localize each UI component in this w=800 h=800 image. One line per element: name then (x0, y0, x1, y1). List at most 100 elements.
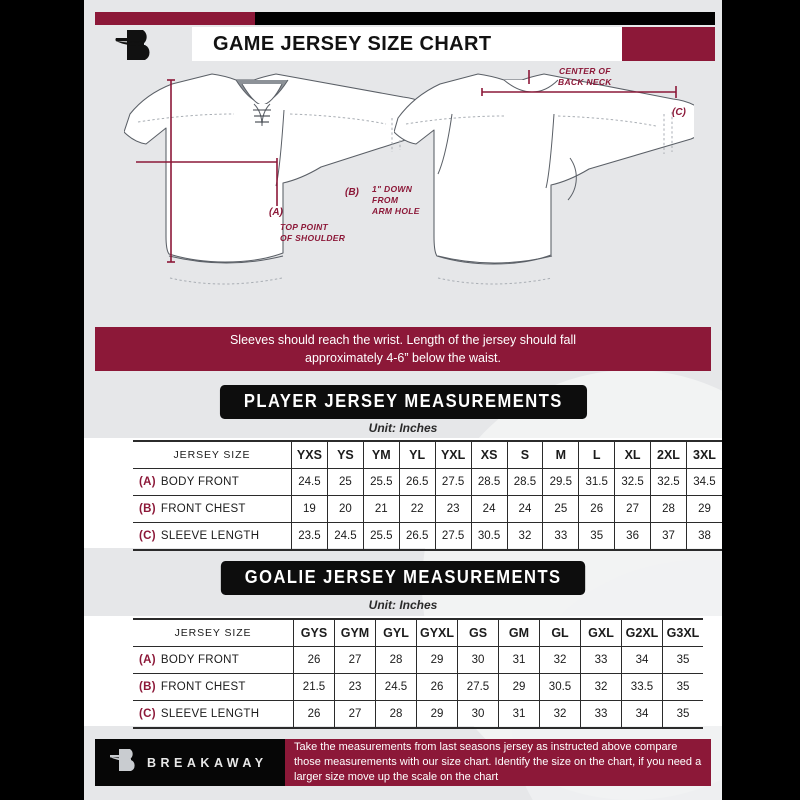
table-cell: 28 (650, 495, 687, 523)
table-cell: 24.5 (375, 673, 417, 701)
table-cell: 30.5 (539, 673, 581, 701)
table-cell: 25 (326, 468, 364, 496)
table-cell: 35 (662, 700, 703, 728)
goalie-size-header-gyl: GYL (375, 619, 417, 647)
table-cell: 23 (334, 673, 376, 701)
table-cell: 37 (650, 522, 687, 550)
row-tag: (A) (139, 476, 156, 488)
goalie-measurements-table: JERSEY SIZE GYS GYM GYL GYXL GS GM GL GXL G2XL G3X… (133, 618, 703, 729)
table-cell: 34.5 (685, 468, 722, 496)
table-cell: 26 (293, 646, 335, 674)
row-tag: (C) (139, 708, 156, 720)
table-cell: 31.5 (578, 468, 616, 496)
note-arm-hole: 1" DOWN FROM ARM HOLE (372, 184, 420, 216)
footer-brand-block: BREAKAWAY (95, 739, 285, 786)
player-row-label-front-chest: (B) FRONT CHEST (133, 495, 292, 523)
table-cell: 35 (662, 673, 703, 701)
player-size-header-3xl: 3XL (685, 441, 722, 469)
header-accent-bars (95, 12, 715, 25)
table-cell: 33 (580, 646, 622, 674)
table-cell: 31 (498, 700, 540, 728)
table-cell: 26 (293, 700, 335, 728)
table-cell: 19 (290, 495, 328, 523)
table-cell: 27 (334, 646, 376, 674)
goalie-size-header-g2xl: G2XL (621, 619, 663, 647)
table-cell: 28 (375, 646, 417, 674)
table-row: (B) FRONT CHEST 19 20 21 22 23 24 24 25 26 27 28 29 (133, 495, 722, 523)
goalie-table-body: (A) BODY FRONT 26 27 28 29 30 31 32 33 34 35 (B) FRON… (133, 646, 703, 728)
header-row: GAME JERSEY SIZE CHART (95, 27, 715, 61)
table-cell: 25.5 (362, 468, 400, 496)
table-cell: 31 (498, 646, 540, 674)
goalie-size-header-gl: GL (539, 619, 581, 647)
goalie-table-header-row: JERSEY SIZE GYS GYM GYL GYXL GS GM GL GXL G2XL G3X… (133, 619, 703, 647)
table-cell: 35 (662, 646, 703, 674)
table-cell: 29 (416, 646, 458, 674)
goalie-size-header-gs: GS (457, 619, 499, 647)
table-cell: 32 (580, 673, 622, 701)
player-section-heading: PLAYER JERSEY MEASUREMENTS (84, 385, 722, 419)
player-heading-pill: PLAYER JERSEY MEASUREMENTS (219, 385, 587, 419)
table-row: (A) BODY FRONT 24.5 25 25.5 26.5 27.5 28.5 28.5 2… (133, 468, 722, 496)
goalie-unit-label: Unit: Inches (368, 598, 438, 612)
table-cell: 25 (542, 495, 580, 523)
footer-brand-text: BREAKAWAY (147, 755, 268, 770)
table-cell: 20 (326, 495, 364, 523)
table-cell: 30 (457, 646, 499, 674)
table-cell: 38 (685, 522, 722, 550)
table-cell: 28.5 (470, 468, 508, 496)
breakaway-b-icon (115, 30, 150, 60)
player-size-header-yxs: YXS (290, 441, 328, 469)
player-size-header-ys: YS (326, 441, 364, 469)
table-cell: 30.5 (470, 522, 508, 550)
goalie-size-header-gxl: GXL (580, 619, 622, 647)
player-size-header-ym: YM (362, 441, 400, 469)
table-cell: 29.5 (542, 468, 580, 496)
table-cell: 21.5 (293, 673, 335, 701)
table-cell: 24.5 (326, 522, 364, 550)
footer-instructions-text: Take the measurements from last seasons … (294, 741, 702, 783)
table-cell: 23 (434, 495, 472, 523)
table-cell: 29 (685, 495, 722, 523)
goalie-row-label-sleeve-length: (C) SLEEVE LENGTH (133, 700, 294, 728)
table-cell: 32.5 (614, 468, 652, 496)
table-cell: 26.5 (398, 522, 436, 550)
player-row-label-sleeve-length: (C) SLEEVE LENGTH (133, 522, 292, 550)
player-measurements-table: JERSEY SIZE YXS YS YM YL YXL XS S M L XL 2XL 3XL (A)… (133, 440, 722, 551)
breakaway-b-footer-icon (110, 749, 135, 771)
row-tag: (A) (139, 654, 156, 666)
fit-advice-line-1: Sleeves should reach the wrist. Length o… (229, 333, 577, 347)
table-cell: 33.5 (621, 673, 663, 701)
table-cell: 33 (580, 700, 622, 728)
fit-advice-line-2: approximately 4-6” below the waist. (305, 351, 501, 365)
table-cell: 25.5 (362, 522, 400, 550)
table-cell: 21 (362, 495, 400, 523)
goalie-row-label-body-front: (A) BODY FRONT (133, 646, 294, 674)
table-cell: 27.5 (434, 468, 472, 496)
jersey-diagram: 1" DOWN FROM ARM HOLE TOP POINT OF SHOUL… (84, 62, 722, 320)
back-measurement-lines (481, 70, 677, 98)
player-size-header-yl: YL (398, 441, 436, 469)
table-cell: 32 (539, 700, 581, 728)
table-cell: 26.5 (398, 468, 436, 496)
player-size-header-m: M (542, 441, 580, 469)
table-cell: 24.5 (290, 468, 328, 496)
footer-instructions-block: Take the measurements from last seasons … (285, 739, 711, 786)
goalie-size-header-gys: GYS (293, 619, 335, 647)
goalie-size-header-gm: GM (498, 619, 540, 647)
table-cell: 29 (416, 700, 458, 728)
header-block-maroon (622, 27, 715, 61)
table-cell: 27.5 (457, 673, 499, 701)
dimension-label-a: (A) (269, 207, 283, 218)
player-size-header-yxl: YXL (434, 441, 472, 469)
table-row: (C) SLEEVE LENGTH 26 27 28 29 30 31 32 33 34 35 (133, 700, 703, 728)
table-cell: 27 (614, 495, 652, 523)
dimension-label-c: (C) (672, 107, 686, 118)
player-size-header-2xl: 2XL (650, 441, 687, 469)
brand-logo (95, 27, 188, 61)
note-back-neck: CENTER OF BACK NECK (558, 66, 612, 87)
goalie-row-label-front-chest: (B) FRONT CHEST (133, 673, 294, 701)
table-cell: 28 (375, 700, 417, 728)
page-title: GAME JERSEY SIZE CHART (192, 27, 622, 61)
player-header-jersey-size: JERSEY SIZE (133, 441, 292, 469)
